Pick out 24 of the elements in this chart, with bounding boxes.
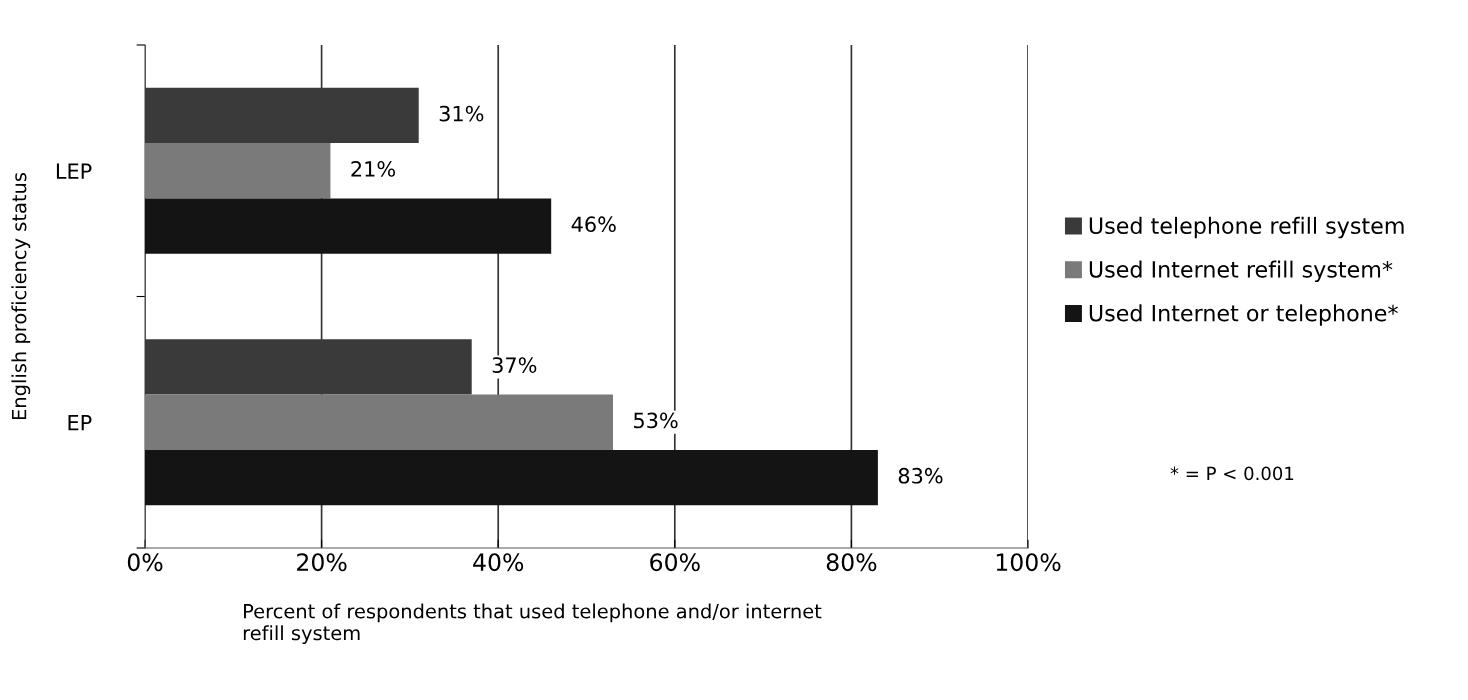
bar	[145, 143, 331, 199]
x-tick-label: 20%	[297, 553, 347, 572]
x-tick-label: 60%	[650, 553, 700, 572]
y-tick-label: LEP	[56, 163, 92, 179]
legend-label: Used Internet or telephone*	[1089, 304, 1398, 326]
legend-label: Used telephone refill system	[1089, 216, 1404, 239]
data-label: 46%	[571, 216, 616, 233]
data-label: 31%	[439, 105, 484, 122]
bar	[145, 394, 613, 450]
y-axis-title: English proficiency status	[11, 172, 31, 420]
data-label: 53%	[634, 412, 678, 429]
x-axis-title: Percent of respondents that used telephone and/or internet refill system	[243, 603, 822, 645]
bar	[145, 449, 878, 506]
x-tick-label: 80%	[826, 553, 877, 572]
x-tick-label: 100%	[996, 553, 1061, 572]
y-tick-label: EP	[68, 414, 92, 431]
x-tick-label: 0%	[127, 553, 163, 572]
bar	[145, 198, 552, 254]
x-tick-label: 40%	[473, 553, 524, 572]
text: * = P < 0.001	[1170, 466, 1294, 481]
data-label: 83%	[898, 467, 943, 484]
data-label: 21%	[351, 161, 396, 177]
data-label: 37%	[492, 357, 537, 373]
legend-label: Used Internet refill system*	[1089, 260, 1393, 283]
